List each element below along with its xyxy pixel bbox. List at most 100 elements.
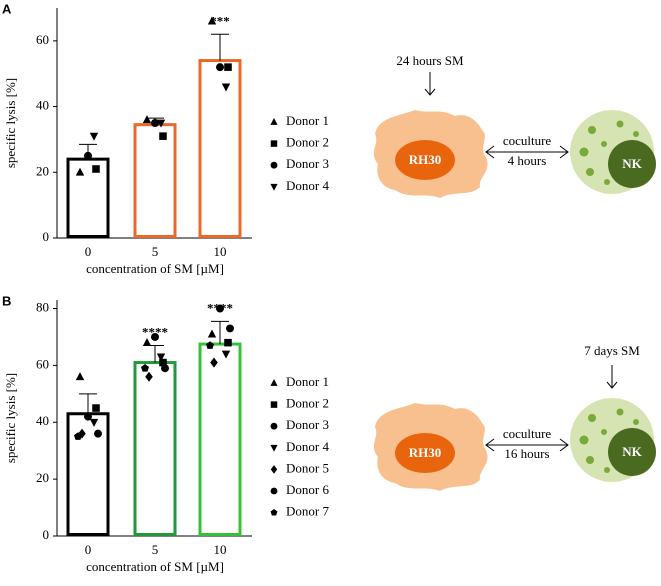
data-point [92, 165, 100, 173]
bar [133, 361, 177, 537]
granule [601, 429, 607, 435]
x-tick-label: 0 [85, 542, 92, 557]
significance: **** [142, 324, 168, 339]
nk-nucleus [608, 428, 656, 476]
x-tick-label: 5 [152, 542, 159, 557]
coculture-arrow [485, 145, 569, 159]
bar [198, 342, 242, 536]
legend-label: Donor 6 [286, 482, 329, 497]
legend-marker [270, 140, 278, 147]
x-tick-label: 5 [152, 244, 159, 259]
data-point [156, 353, 166, 362]
treatment-arrow [606, 365, 618, 389]
granule [586, 456, 594, 464]
data-point [207, 16, 217, 25]
legend-marker [270, 401, 278, 408]
legend-label: Donor 2 [286, 396, 329, 411]
data-point [145, 371, 153, 382]
tumor-nucleus [395, 140, 455, 180]
data-point [221, 83, 231, 92]
x-axis-label: concentration of SM [µM] [86, 261, 224, 276]
nk-label: NK [622, 444, 642, 459]
bar [66, 157, 110, 238]
granule [579, 435, 589, 445]
duration-label: 4 hours [508, 153, 547, 168]
legend-label: Donor 4 [286, 178, 329, 193]
data-point [89, 132, 99, 141]
y-tick-label: 60 [36, 356, 49, 371]
legend-label: Donor 3 [286, 417, 329, 432]
bar [133, 123, 177, 238]
data-point [221, 350, 231, 359]
data-point [156, 119, 166, 128]
error-bar [79, 393, 97, 414]
data-point [75, 372, 85, 381]
panel-label: B [2, 293, 11, 308]
granule [616, 120, 624, 128]
data-point [207, 329, 217, 338]
granule [588, 126, 596, 134]
granule [586, 168, 594, 176]
bar [198, 59, 242, 239]
legend-marker [270, 487, 278, 495]
legend-label: Donor 3 [286, 156, 329, 171]
data-point [142, 338, 152, 347]
data-point [84, 151, 92, 160]
treatment-label: 7 days SM [584, 343, 640, 358]
legend-marker [270, 465, 278, 474]
y-tick-label: 60 [36, 32, 49, 47]
legend-label: Donor 1 [286, 113, 329, 128]
x-tick-label: 10 [214, 244, 227, 259]
x-axis-label: concentration of SM [µM] [86, 559, 224, 574]
legend-label: Donor 1 [286, 374, 329, 389]
data-point [141, 364, 149, 372]
granule [633, 419, 639, 425]
data-point [142, 115, 152, 124]
legend-label: Donor 7 [286, 504, 329, 519]
data-point [74, 432, 82, 440]
coculture-label: coculture [503, 133, 552, 148]
data-point [161, 364, 169, 373]
data-point [94, 429, 102, 438]
data-point [210, 357, 218, 368]
nk-label: NK [622, 156, 642, 171]
legend-marker [270, 118, 278, 125]
legend-marker [270, 183, 278, 191]
legend-marker [270, 444, 278, 452]
significance: *** [210, 13, 230, 28]
legend-label: Donor 5 [286, 460, 329, 475]
data-point [78, 428, 86, 439]
y-tick-label: 40 [36, 413, 49, 428]
coculture-label: coculture [503, 426, 552, 441]
treatment-arrow [424, 72, 436, 96]
bar [66, 412, 110, 537]
data-point [92, 404, 100, 412]
x-tick-label: 0 [85, 244, 92, 259]
treatment-label: 24 hours SM [396, 53, 464, 68]
legend-marker [270, 379, 278, 386]
legend-marker [270, 161, 278, 169]
data-point [159, 132, 167, 140]
y-tick-label: 20 [36, 163, 49, 178]
data-point [75, 167, 85, 176]
granule [604, 467, 610, 473]
granule [616, 408, 624, 416]
tumor-nucleus [395, 433, 455, 473]
data-point [151, 332, 159, 341]
panel-label: A [2, 1, 12, 16]
granule [588, 414, 596, 422]
y-tick-label: 0 [43, 527, 50, 542]
data-point [224, 338, 232, 347]
data-point [159, 358, 167, 367]
data-point [84, 412, 92, 421]
y-axis-label: specific lysis [%] [3, 78, 18, 168]
data-point [226, 324, 234, 333]
nk-nucleus [608, 140, 656, 188]
coculture-arrow [485, 438, 569, 452]
granule [601, 141, 607, 147]
legend-label: Donor 4 [286, 439, 329, 454]
data-point [151, 119, 159, 127]
data-point [216, 63, 224, 72]
y-axis-label: specific lysis [%] [3, 373, 18, 463]
tumor-label: RH30 [409, 445, 442, 460]
